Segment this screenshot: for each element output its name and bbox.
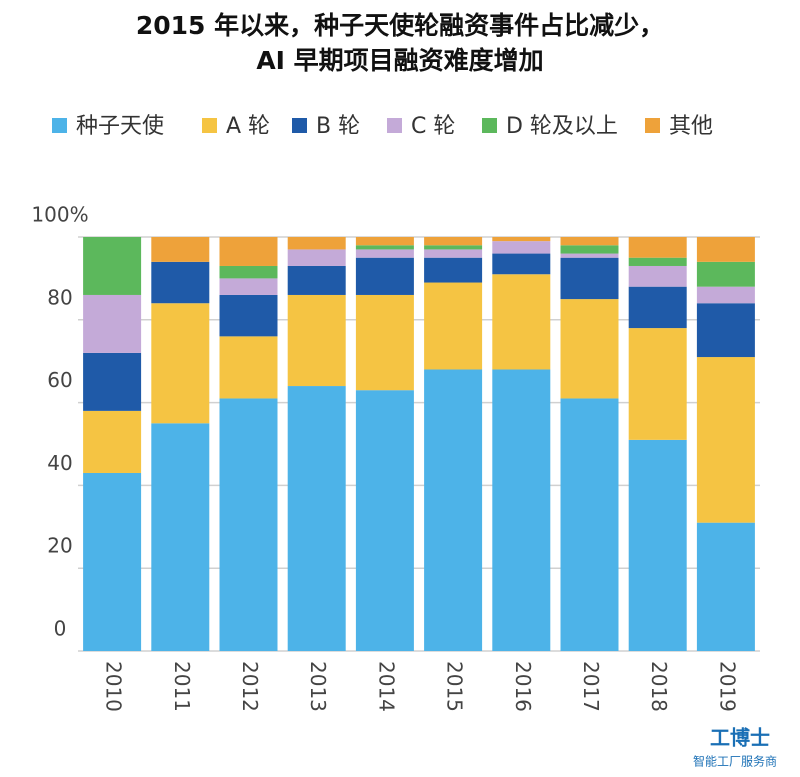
bar-segment bbox=[151, 261, 210, 304]
bar-segment bbox=[424, 245, 483, 250]
bar-segment bbox=[696, 303, 755, 358]
bar-segment bbox=[219, 237, 278, 266]
bar-segment bbox=[696, 237, 755, 262]
x-tick-label: 2019 bbox=[715, 661, 739, 712]
bar-segment bbox=[83, 294, 142, 353]
y-tick-label: 20 bbox=[47, 534, 72, 558]
legend-label: C 轮 bbox=[411, 114, 455, 139]
bar-segment bbox=[628, 286, 687, 329]
x-tick-label: 2015 bbox=[443, 661, 467, 712]
bar-segment bbox=[560, 245, 619, 254]
bar-segment bbox=[151, 237, 210, 262]
bar-segment bbox=[355, 237, 414, 246]
y-tick-label: 60 bbox=[47, 368, 72, 392]
x-tick-label: 2013 bbox=[306, 661, 330, 712]
legend-swatch bbox=[387, 118, 402, 133]
bar-segment bbox=[355, 257, 414, 295]
chart-title: 2015 年以来，种子天使轮融资事件占比减少， bbox=[136, 11, 664, 40]
y-tick-label: 80 bbox=[47, 285, 72, 309]
bar-segment bbox=[696, 357, 755, 523]
bar-segment bbox=[492, 237, 551, 242]
bar-segment bbox=[696, 522, 755, 651]
bar-segment bbox=[219, 336, 278, 399]
bar-segment bbox=[355, 249, 414, 258]
bar-segment bbox=[287, 249, 346, 266]
bar-segment bbox=[355, 245, 414, 250]
bar-segment bbox=[151, 303, 210, 424]
bar-segment bbox=[628, 265, 687, 287]
x-tick-label: 2017 bbox=[579, 661, 603, 712]
watermark-sub: 智能工厂服务商 bbox=[693, 754, 777, 769]
bar-segment bbox=[287, 294, 346, 387]
bar-segment bbox=[696, 261, 755, 287]
bar-segment bbox=[83, 237, 142, 295]
legend-label: A 轮 bbox=[226, 114, 270, 139]
bar-segment bbox=[492, 274, 551, 370]
legend-swatch bbox=[482, 118, 497, 133]
x-tick-label: 2018 bbox=[647, 661, 671, 712]
bar-segment bbox=[628, 439, 687, 651]
bar-segment bbox=[424, 282, 483, 370]
bar-segment bbox=[628, 328, 687, 440]
bar-segment bbox=[219, 294, 278, 337]
bar-segment bbox=[287, 265, 346, 295]
bar-segment bbox=[424, 257, 483, 283]
bar-segment bbox=[424, 237, 483, 246]
legend-swatch bbox=[645, 118, 660, 133]
bar-segment bbox=[492, 253, 551, 275]
x-tick-label: 2012 bbox=[238, 661, 262, 712]
bar-segment bbox=[696, 286, 755, 304]
bar-segment bbox=[492, 369, 551, 651]
bar-segment bbox=[83, 472, 142, 651]
legend-swatch bbox=[52, 118, 67, 133]
y-tick-label: 0 bbox=[54, 617, 67, 641]
bar-segment bbox=[355, 294, 414, 391]
bar-segment bbox=[287, 237, 346, 250]
watermark: 工博士 bbox=[710, 726, 770, 750]
bar-segment bbox=[560, 237, 619, 246]
bar-segment bbox=[355, 390, 414, 651]
bar-segment bbox=[424, 249, 483, 258]
legend-swatch bbox=[292, 118, 307, 133]
legend-swatch bbox=[202, 118, 217, 133]
bar-segment bbox=[492, 241, 551, 254]
bar-segment bbox=[560, 299, 619, 399]
x-tick-label: 2016 bbox=[511, 661, 535, 712]
bar-segment bbox=[560, 398, 619, 651]
bar-segment bbox=[151, 423, 210, 651]
bar-segment bbox=[628, 257, 687, 266]
bar-segment bbox=[219, 398, 278, 651]
bar-segment bbox=[560, 257, 619, 300]
bar-segment bbox=[424, 369, 483, 651]
legend-label: D 轮及以上 bbox=[506, 114, 618, 139]
bar-segment bbox=[219, 278, 278, 295]
x-tick-label: 2010 bbox=[102, 661, 126, 712]
bar-segment bbox=[628, 237, 687, 258]
x-tick-label: 2014 bbox=[374, 661, 398, 712]
bar-segment bbox=[287, 386, 346, 651]
bar-segment bbox=[83, 410, 142, 473]
chart-subtitle: AI 早期项目融资难度增加 bbox=[256, 46, 543, 75]
x-tick-label: 2011 bbox=[170, 661, 194, 712]
legend-label: B 轮 bbox=[316, 114, 360, 139]
y-tick-label: 100% bbox=[31, 203, 88, 227]
bar-segment bbox=[560, 253, 619, 258]
legend-label: 种子天使 bbox=[76, 114, 164, 139]
bar-segment bbox=[219, 265, 278, 279]
y-tick-label: 40 bbox=[47, 451, 72, 475]
bar-segment bbox=[83, 352, 142, 411]
legend-label: 其他 bbox=[669, 114, 713, 139]
